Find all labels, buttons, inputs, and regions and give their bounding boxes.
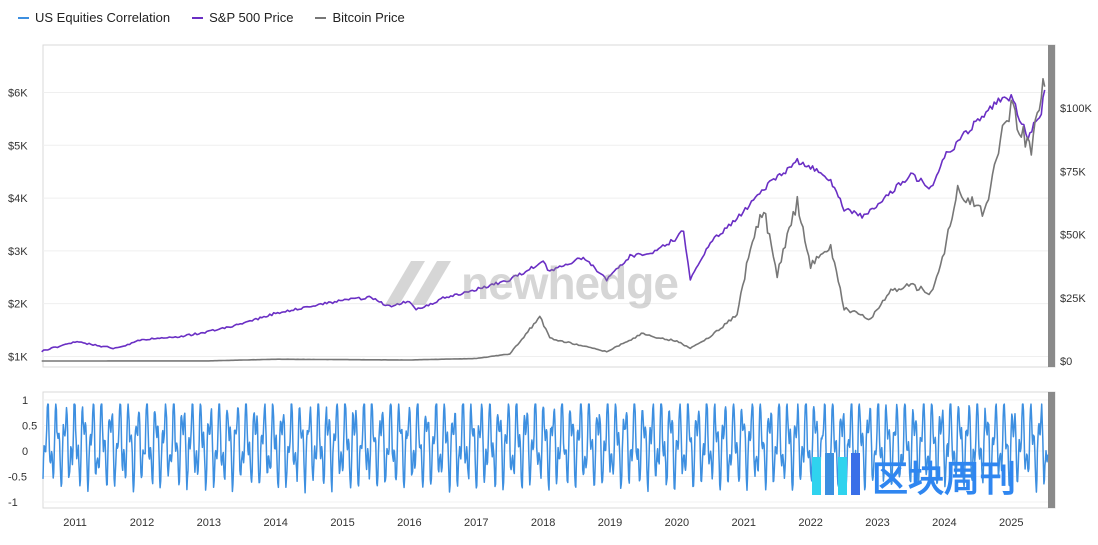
qukuai-watermark: 区块周刊 [812, 450, 1016, 502]
y-right-tick-label: $50K [1060, 230, 1086, 242]
bitcoin-line [41, 78, 1046, 362]
legend-item-correlation[interactable]: US Equities Correlation [18, 10, 170, 25]
x-tick-label: 2016 [397, 517, 421, 529]
y-left-tick-label: $4K [8, 193, 28, 205]
newhedge-logo-icon [385, 261, 451, 305]
y-left-tick-label: $2K [8, 299, 28, 311]
x-tick-label: 2025 [999, 517, 1023, 529]
x-tick-label: 2018 [531, 517, 555, 529]
y-right-tick-label: $75K [1060, 166, 1086, 178]
correlation-line [42, 403, 1049, 494]
x-tick-label: 2011 [63, 517, 87, 529]
legend: US Equities Correlation S&P 500 Price Bi… [18, 10, 405, 25]
legend-swatch [192, 16, 204, 19]
legend-label: US Equities Correlation [35, 10, 171, 25]
x-tick-label: 2015 [330, 517, 354, 529]
x-tick-label: 2020 [665, 517, 689, 529]
y-right-tick-label: $100K [1060, 103, 1092, 115]
y-corr-tick-label: 0 [22, 446, 28, 458]
x-tick-label: 2014 [263, 517, 287, 529]
y-right-tick-label: $0 [1060, 356, 1072, 368]
y-corr-tick-label: 1 [22, 395, 28, 407]
y-corr-tick-label: -1 [8, 497, 18, 509]
y-left-tick-label: $1K [8, 351, 28, 363]
x-tick-label: 2023 [865, 517, 889, 529]
qukuai-logo-icon [812, 453, 860, 495]
legend-label: Bitcoin Price [332, 10, 405, 25]
legend-item-sp500[interactable]: S&P 500 Price [192, 10, 293, 25]
y-right-tick-label: $25K [1060, 293, 1086, 305]
y-left-tick-label: $3K [8, 246, 28, 258]
x-tick-label: 2021 [732, 517, 756, 529]
x-tick-label: 2012 [130, 517, 154, 529]
newhedge-watermark: newhedge [385, 256, 679, 310]
sp500-line [41, 89, 1046, 353]
legend-item-bitcoin[interactable]: Bitcoin Price [315, 10, 405, 25]
x-tick-label: 2024 [932, 517, 956, 529]
y-corr-tick-label: 0.5 [22, 421, 37, 433]
corr-scroll-handle[interactable] [1048, 392, 1055, 508]
x-tick-label: 2017 [464, 517, 488, 529]
watermark-text-2: 区块周刊 [872, 458, 1017, 499]
y-left-tick-label: $6K [8, 88, 28, 100]
x-tick-label: 2022 [798, 517, 822, 529]
legend-label: S&P 500 Price [209, 10, 294, 25]
legend-swatch [18, 16, 29, 19]
y-corr-tick-label: -0.5 [8, 472, 27, 484]
legend-swatch [315, 16, 327, 19]
main-panel-frame [42, 44, 1056, 368]
main-scroll-handle[interactable] [1048, 45, 1055, 367]
y-left-tick-label: $5K [8, 140, 28, 152]
x-tick-label: 2019 [598, 517, 622, 529]
x-tick-label: 2013 [197, 517, 221, 529]
watermark-text: newhedge [461, 257, 679, 309]
